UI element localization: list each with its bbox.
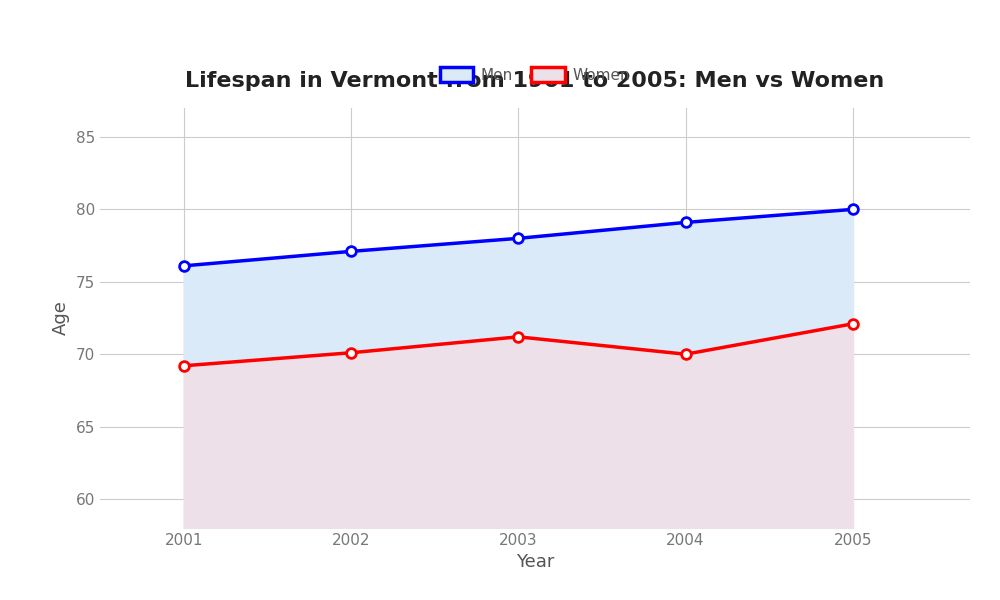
Y-axis label: Age: Age <box>52 301 70 335</box>
Title: Lifespan in Vermont from 1961 to 2005: Men vs Women: Lifespan in Vermont from 1961 to 2005: M… <box>185 71 885 91</box>
Legend: Men, Women: Men, Women <box>434 61 636 89</box>
X-axis label: Year: Year <box>516 553 554 571</box>
